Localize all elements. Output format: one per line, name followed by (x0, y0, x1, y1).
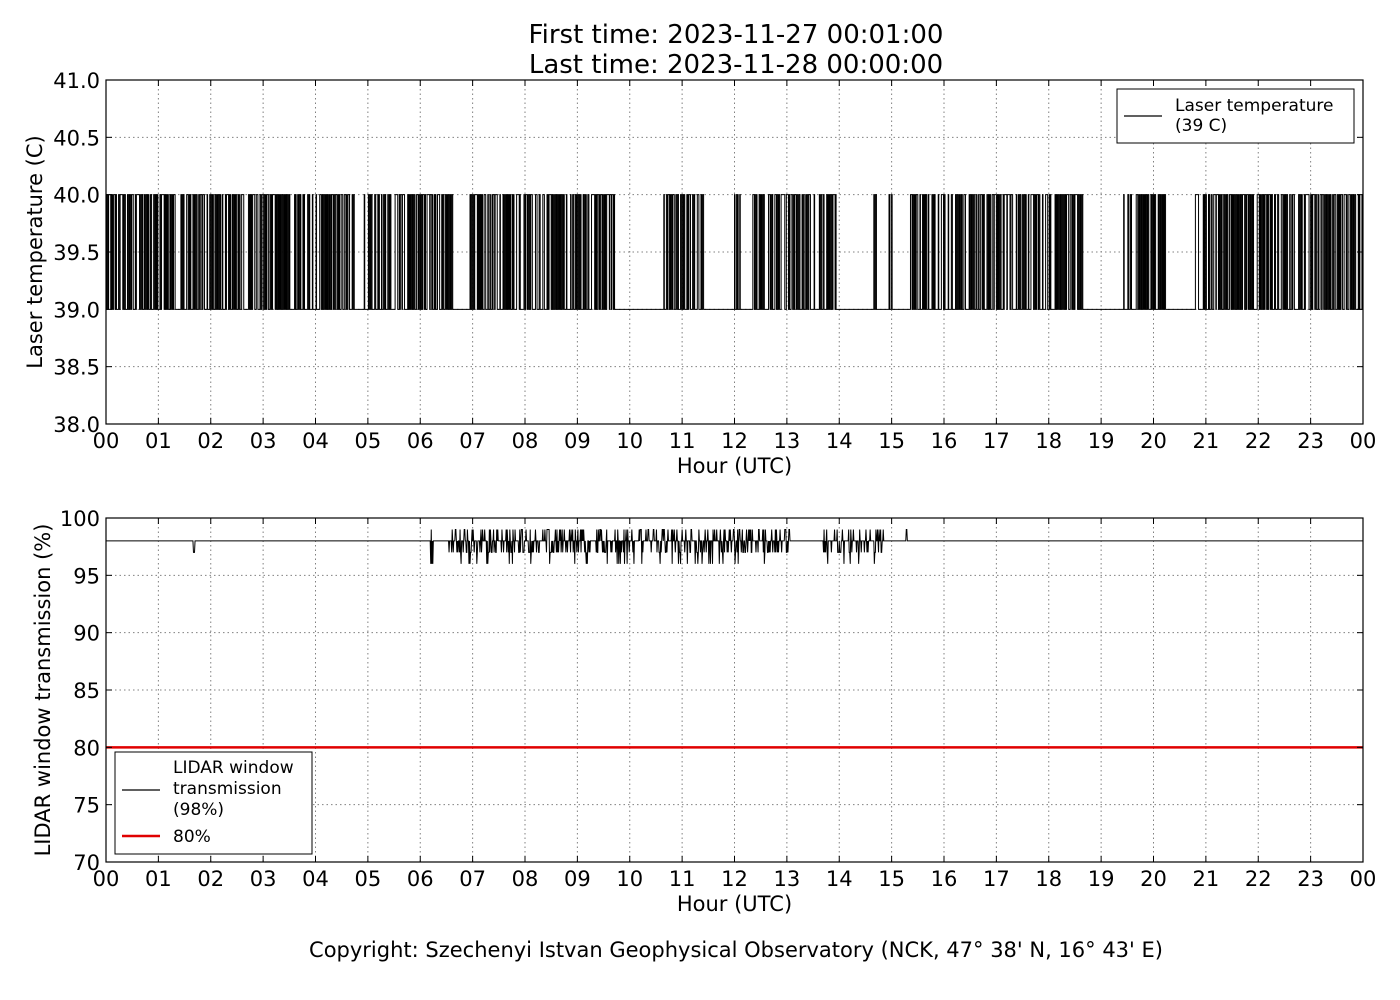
lidar-x-tick-label: 11 (669, 867, 696, 891)
temp-x-tick-label: 08 (512, 429, 539, 453)
temp-y-tick-label: 38.5 (53, 356, 100, 380)
temp-x-tick-label: 04 (302, 429, 329, 453)
temp-series-line (106, 194, 1363, 310)
lidar-transmission-panel: 00 01 02 03 04 05 06 07 08 09 10 11 12 13 14 15 16 17 18 19… (31, 507, 1376, 916)
temp-x-tick-label: 19 (1088, 429, 1115, 453)
legend-label-lidar: LIDAR window transmission (98%) (173, 758, 294, 820)
temp-y-tick-label: 40.0 (53, 184, 100, 208)
lidar-x-tick-label: 08 (512, 867, 539, 891)
temp-x-tick-label: 20 (1140, 429, 1167, 453)
copyright-footer: Copyright: Szechenyi Istvan Geophysical … (309, 938, 1163, 962)
lidar-y-tick-label: 70 (73, 851, 100, 875)
chart-title-line2: Last time: 2023-11-28 00:00:00 (529, 50, 943, 80)
lidar-y-axis-label: LIDAR window transmission (%) (31, 524, 55, 857)
temp-x-tick-label: 10 (616, 429, 643, 453)
temp-x-tick-label: 05 (355, 429, 382, 453)
temp-x-tick-label: 13 (774, 429, 801, 453)
temp-x-tick-label: 03 (250, 429, 277, 453)
lidar-y-tick-label: 75 (73, 794, 100, 818)
lidar-x-tick-label: 16 (931, 867, 958, 891)
lidar-x-tick-label: 19 (1088, 867, 1115, 891)
lidar-x-tick-label: 17 (983, 867, 1010, 891)
lidar-x-tick-label: 22 (1245, 867, 1272, 891)
temp-x-tick-label: 21 (1193, 429, 1220, 453)
temp-x-tick-label: 00 (1350, 429, 1377, 453)
temp-x-tick-label: 11 (669, 429, 696, 453)
lidar-x-axis-label: Hour (UTC) (677, 892, 792, 916)
temp-x-tick-label: 02 (197, 429, 224, 453)
lidar-x-tick-label: 00 (93, 867, 120, 891)
temp-x-tick-label: 14 (826, 429, 853, 453)
lidar-legend: LIDAR window transmission (98%) 80% (114, 751, 313, 855)
lidar-y-tick-label: 85 (73, 679, 100, 703)
temp-x-tick-label: 07 (459, 429, 486, 453)
laser-temperature-panel: 00 01 02 03 04 05 06 07 08 09 10 11 12 13 14 15 16 17 18 19… (23, 69, 1376, 478)
temp-y-tick-label: 39.5 (53, 241, 100, 265)
legend-label-temp: Laser temperature (39 C) (1175, 96, 1333, 136)
temp-x-tick-label: 16 (931, 429, 958, 453)
lidar-x-tick-label: 21 (1193, 867, 1220, 891)
lidar-x-tick-label: 23 (1297, 867, 1324, 891)
lidar-x-tick-label: 09 (564, 867, 591, 891)
temp-x-tick-label: 01 (145, 429, 172, 453)
temp-y-tick-label: 38.0 (53, 413, 100, 437)
temp-x-tick-label: 06 (407, 429, 434, 453)
lidar-x-tick-label: 07 (459, 867, 486, 891)
lidar-x-tick-label: 15 (878, 867, 905, 891)
lidar-y-tick-label: 95 (73, 564, 100, 588)
lidar-x-tick-label: 12 (721, 867, 748, 891)
lidar-x-tick-label: 03 (250, 867, 277, 891)
temp-y-tick-label: 40.5 (53, 126, 100, 150)
lidar-series-line (106, 528, 1363, 564)
temp-x-tick-label: 17 (983, 429, 1010, 453)
lidar-x-tick-label: 13 (774, 867, 801, 891)
lidar-y-tick-label: 90 (73, 622, 100, 646)
lidar-y-tick-label: 80 (73, 736, 100, 760)
temp-x-tick-label: 15 (878, 429, 905, 453)
lidar-x-tick-label: 04 (302, 867, 329, 891)
temp-y-tick-label: 41.0 (53, 69, 100, 93)
temp-x-axis-label: Hour (UTC) (677, 454, 792, 478)
legend-label-threshold: 80% (173, 827, 211, 847)
temp-x-tick-label: 00 (93, 429, 120, 453)
lidar-x-tick-label: 06 (407, 867, 434, 891)
lidar-x-tick-label: 14 (826, 867, 853, 891)
lidar-x-tick-label: 10 (616, 867, 643, 891)
temp-y-axis-label: Laser temperature (C) (23, 135, 47, 368)
temp-x-tick-label: 22 (1245, 429, 1272, 453)
lidar-y-tick-label: 100 (60, 507, 100, 531)
temp-y-tick-label: 39.0 (53, 298, 100, 322)
temp-x-tick-label: 23 (1297, 429, 1324, 453)
temp-legend: Laser temperature (39 C) (1116, 88, 1355, 144)
lidar-x-tick-label: 01 (145, 867, 172, 891)
lidar-x-tick-label: 18 (1035, 867, 1062, 891)
lidar-x-tick-label: 00 (1350, 867, 1377, 891)
temp-x-tick-label: 09 (564, 429, 591, 453)
temp-x-tick-label: 18 (1035, 429, 1062, 453)
chart-title-line1: First time: 2023-11-27 00:01:00 (529, 20, 944, 50)
lidar-x-tick-label: 05 (355, 867, 382, 891)
lidar-x-tick-label: 20 (1140, 867, 1167, 891)
lidar-x-tick-label: 02 (197, 867, 224, 891)
temp-x-tick-label: 12 (721, 429, 748, 453)
